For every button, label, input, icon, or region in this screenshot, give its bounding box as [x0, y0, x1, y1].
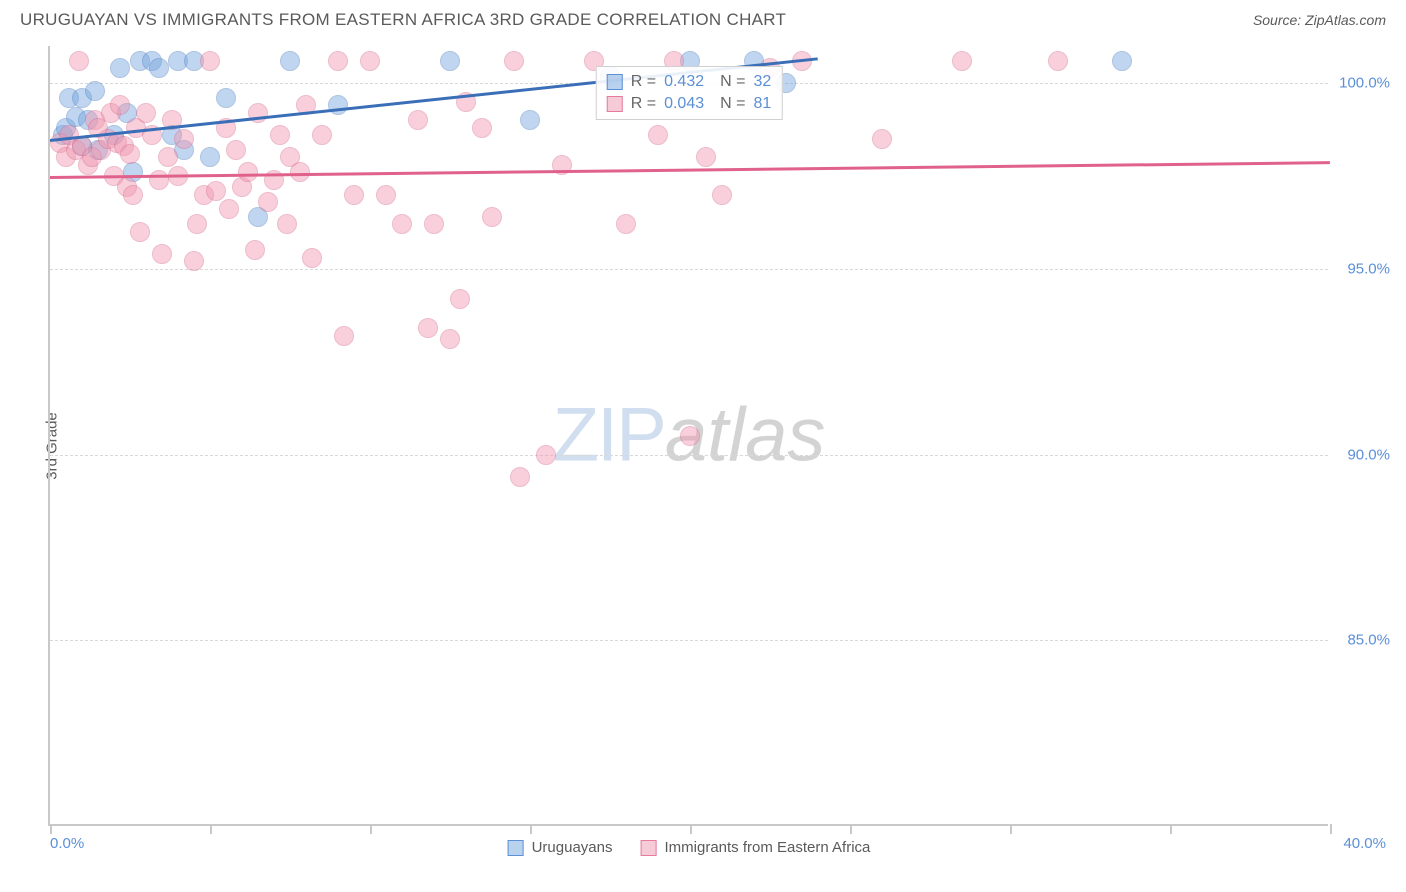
data-point	[328, 51, 348, 71]
chart-title: URUGUAYAN VS IMMIGRANTS FROM EASTERN AFR…	[20, 10, 786, 30]
source-attribution: Source: ZipAtlas.com	[1253, 12, 1386, 28]
legend-item: Immigrants from Eastern Africa	[640, 839, 870, 856]
data-point	[200, 51, 220, 71]
data-point	[184, 251, 204, 271]
chart-legend: Uruguayans Immigrants from Eastern Afric…	[508, 839, 871, 856]
x-axis-min-label: 0.0%	[50, 835, 84, 852]
x-tick	[1010, 824, 1012, 834]
gridline	[50, 269, 1328, 270]
data-point	[149, 170, 169, 190]
x-axis-max-label: 40.0%	[1343, 835, 1386, 852]
legend-item: Uruguayans	[508, 839, 613, 856]
swatch-pink	[607, 96, 623, 112]
data-point	[872, 129, 892, 149]
data-point	[69, 51, 89, 71]
x-tick	[210, 824, 212, 834]
swatch-blue	[508, 840, 524, 856]
data-point	[696, 147, 716, 167]
data-point	[136, 103, 156, 123]
data-point	[424, 214, 444, 234]
x-tick	[530, 824, 532, 834]
data-point	[158, 147, 178, 167]
data-point	[226, 140, 246, 160]
data-point	[344, 185, 364, 205]
data-point	[418, 318, 438, 338]
data-point	[520, 110, 540, 130]
swatch-pink	[640, 840, 656, 856]
data-point	[302, 248, 322, 268]
data-point	[85, 81, 105, 101]
data-point	[1048, 51, 1068, 71]
data-point	[110, 95, 130, 115]
data-point	[482, 207, 502, 227]
x-tick	[1170, 824, 1172, 834]
y-tick-label: 95.0%	[1347, 260, 1390, 277]
data-point	[408, 110, 428, 130]
scatter-chart: ZIPatlas 85.0%90.0%95.0%100.0% R = 0.432…	[48, 46, 1328, 826]
data-point	[123, 185, 143, 205]
chart-header: URUGUAYAN VS IMMIGRANTS FROM EASTERN AFR…	[0, 0, 1406, 38]
data-point	[328, 95, 348, 115]
data-point	[174, 129, 194, 149]
data-point	[149, 58, 169, 78]
data-point	[130, 222, 150, 242]
data-point	[536, 445, 556, 465]
data-point	[616, 214, 636, 234]
data-point	[440, 329, 460, 349]
data-point	[110, 58, 130, 78]
data-point	[510, 467, 530, 487]
gridline	[50, 455, 1328, 456]
data-point	[392, 214, 412, 234]
data-point	[206, 181, 226, 201]
data-point	[712, 185, 732, 205]
gridline	[50, 640, 1328, 641]
data-point	[376, 185, 396, 205]
data-point	[312, 125, 332, 145]
data-point	[1112, 51, 1132, 71]
data-point	[277, 214, 297, 234]
data-point	[238, 162, 258, 182]
y-tick-label: 100.0%	[1339, 75, 1390, 92]
stats-row: R = 0.432 N = 32	[607, 71, 772, 93]
x-tick	[370, 824, 372, 834]
data-point	[952, 51, 972, 71]
data-point	[152, 244, 172, 264]
y-tick-label: 85.0%	[1347, 632, 1390, 649]
correlation-stats-box: R = 0.432 N = 32 R = 0.043 N = 81	[596, 66, 783, 120]
data-point	[258, 192, 278, 212]
data-point	[280, 51, 300, 71]
data-point	[440, 51, 460, 71]
data-point	[648, 125, 668, 145]
data-point	[472, 118, 492, 138]
data-point	[270, 125, 290, 145]
x-tick	[690, 824, 692, 834]
data-point	[216, 88, 236, 108]
data-point	[187, 214, 207, 234]
stats-row: R = 0.043 N = 81	[607, 93, 772, 115]
y-tick-label: 90.0%	[1347, 446, 1390, 463]
data-point	[504, 51, 524, 71]
x-tick	[850, 824, 852, 834]
x-tick	[1330, 824, 1332, 834]
x-tick	[50, 824, 52, 834]
data-point	[245, 240, 265, 260]
data-point	[120, 144, 140, 164]
swatch-blue	[607, 74, 623, 90]
data-point	[450, 289, 470, 309]
data-point	[200, 147, 220, 167]
data-point	[360, 51, 380, 71]
data-point	[334, 326, 354, 346]
data-point	[680, 426, 700, 446]
data-point	[219, 199, 239, 219]
